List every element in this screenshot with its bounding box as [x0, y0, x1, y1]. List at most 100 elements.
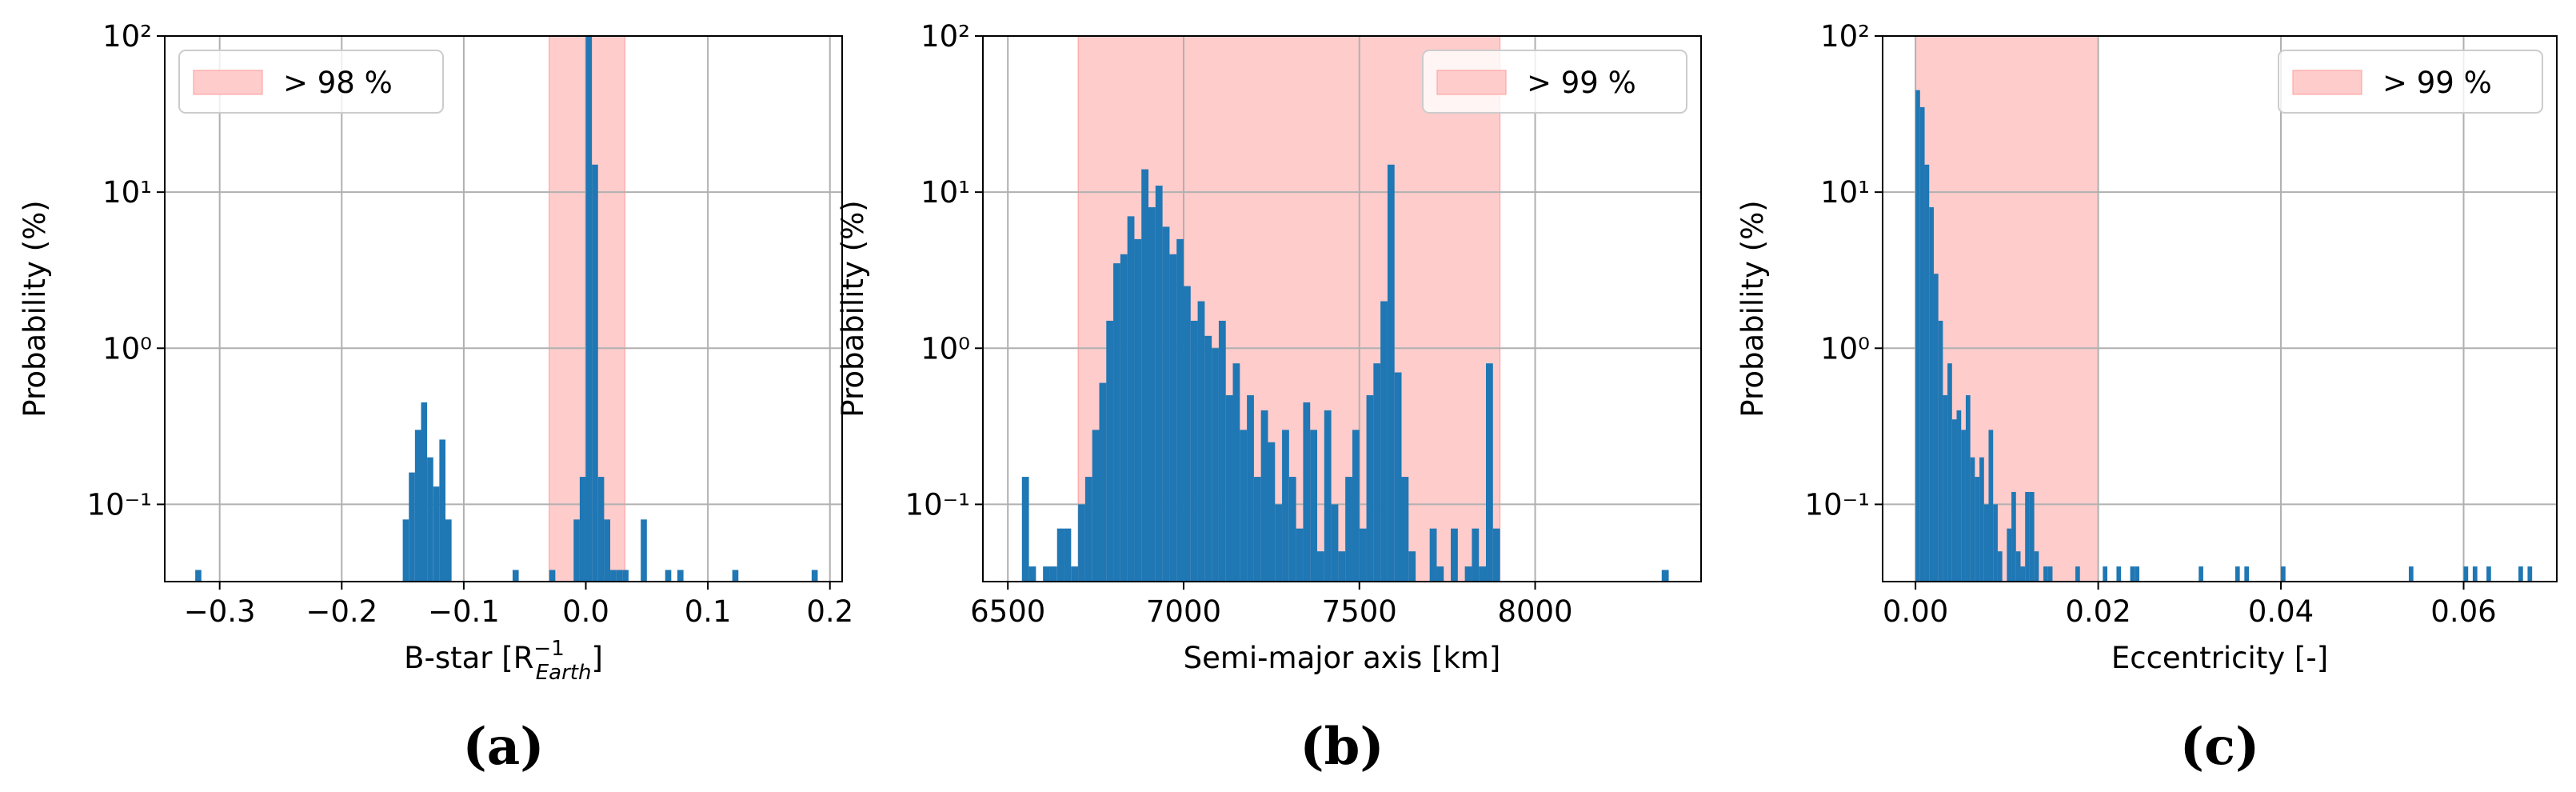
- y-tick-label: 10⁰: [102, 331, 152, 366]
- bar: [1938, 320, 1943, 582]
- bar: [1472, 528, 1480, 582]
- bar: [409, 472, 415, 582]
- y-tick-label: 10¹: [1820, 175, 1870, 210]
- bar: [1084, 477, 1092, 582]
- bar: [1288, 477, 1296, 582]
- bar: [1373, 363, 1381, 582]
- bar: [1148, 207, 1156, 582]
- bar: [1204, 335, 1212, 582]
- x-axis-label-text: B-star [R: [404, 641, 533, 675]
- legend-label: > 98 %: [283, 66, 393, 100]
- bar: [1479, 566, 1486, 582]
- bar: [1212, 348, 1219, 582]
- bar: [1049, 566, 1057, 582]
- bar: [1929, 207, 1934, 582]
- bar: [597, 477, 605, 582]
- panel: 10⁻¹ 10⁰ 10¹ 10² 0.00 0.02 0.04 0.06 > 99 % Proba…: [1735, 19, 2558, 777]
- bar: [1078, 504, 1085, 582]
- bar: [2011, 491, 2016, 582]
- bar: [2007, 528, 2012, 582]
- axes-frame: [1882, 35, 2558, 582]
- bar: [1028, 566, 1036, 582]
- bar: [1464, 566, 1472, 582]
- bar: [1247, 395, 1254, 582]
- axes-background: [165, 36, 842, 582]
- bar: [1993, 504, 1998, 582]
- bar: [1429, 528, 1437, 582]
- y-tick-label: 10¹: [102, 175, 152, 210]
- bar: [1352, 430, 1360, 582]
- bar: [402, 519, 409, 582]
- y-tick-label: 10²: [102, 19, 152, 54]
- x-tick-label: 0.2: [806, 594, 853, 629]
- bar: [2020, 566, 2026, 582]
- bar: [1169, 254, 1177, 582]
- bar: [1275, 504, 1283, 582]
- bar: [1240, 430, 1248, 582]
- legend-box: [178, 50, 444, 114]
- legend-patch: [2292, 70, 2362, 95]
- bar: [1359, 528, 1367, 582]
- bar: [1943, 395, 1948, 582]
- x-tick-label: 0.04: [2248, 594, 2314, 629]
- bar: [414, 430, 421, 582]
- bar: [1485, 363, 1493, 582]
- bar: [1134, 238, 1142, 582]
- panel: 10⁻¹ 10⁰ 10¹ 10² 6500 7000 7500 8000 > 99 % Proba…: [836, 19, 1702, 777]
- bar: [2472, 566, 2478, 582]
- bar: [2518, 566, 2523, 582]
- bar: [1232, 363, 1240, 582]
- bar: [195, 570, 202, 582]
- bar: [1310, 430, 1318, 582]
- x-axis-label: Semi-major axis [km]: [1184, 641, 1501, 675]
- bar: [1401, 477, 1409, 582]
- y-tick-label: 10⁻¹: [87, 487, 152, 522]
- bar: [1979, 457, 1984, 582]
- bar: [1092, 430, 1100, 582]
- y-axis-label: Probability (%): [1735, 200, 1770, 417]
- bar: [604, 519, 611, 582]
- y-axis-label: Probability (%): [18, 200, 52, 417]
- bar: [2025, 491, 2030, 582]
- bar: [1387, 164, 1395, 582]
- bar: [2199, 566, 2203, 582]
- bar: [1043, 566, 1050, 582]
- bar: [732, 570, 739, 582]
- bar: [1965, 395, 1971, 582]
- x-tick-label: 0.00: [1883, 594, 1948, 629]
- bar: [1956, 410, 1962, 582]
- bar: [1303, 402, 1311, 582]
- bar: [2075, 566, 2080, 582]
- axes-frame: [164, 35, 843, 582]
- legend-patch: [1436, 70, 1507, 95]
- bar: [1366, 395, 1374, 582]
- x-tick-label: −0.1: [428, 594, 500, 629]
- bar: [1338, 551, 1346, 582]
- bar: [641, 519, 647, 582]
- bar: [585, 36, 593, 582]
- bar: [1331, 504, 1339, 582]
- bar: [2244, 566, 2250, 582]
- bar: [1197, 301, 1205, 582]
- bar: [1492, 528, 1500, 582]
- y-tick-label: 10⁻¹: [1805, 487, 1870, 522]
- bar: [445, 519, 452, 582]
- bar: [1970, 457, 1975, 582]
- x-tick-label: 0.1: [685, 594, 732, 629]
- bar: [1345, 477, 1352, 582]
- bar: [1056, 528, 1064, 582]
- bar: [1071, 566, 1079, 582]
- bar: [573, 519, 580, 582]
- panel-caption: (c): [2180, 717, 2260, 777]
- y-tick-label: 10⁰: [1820, 331, 1870, 366]
- bar: [1983, 504, 1989, 582]
- bar: [622, 570, 629, 582]
- x-axis-label-sub: Earth: [536, 661, 592, 685]
- bar: [2029, 491, 2035, 582]
- legend-label: > 99 %: [1527, 66, 1636, 100]
- bar: [1218, 320, 1226, 582]
- bar: [2047, 566, 2053, 582]
- bar: [1324, 410, 1332, 582]
- bar: [2130, 566, 2135, 582]
